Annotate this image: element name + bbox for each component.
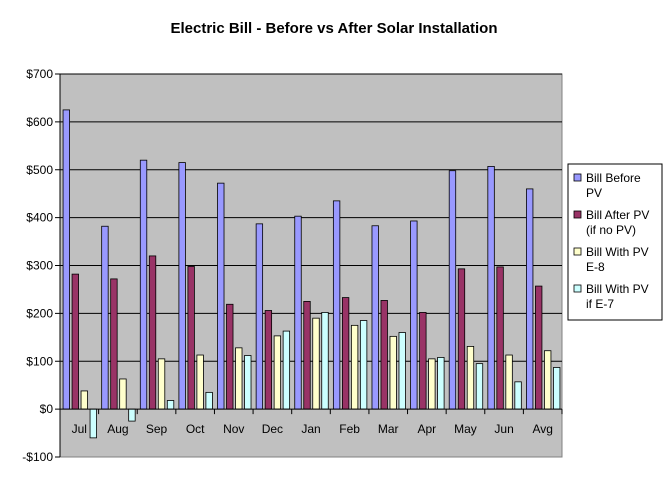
bar-jan-series-1 <box>294 215 302 410</box>
y-tick-label: $400 <box>26 211 53 225</box>
bar-jun-series-2 <box>496 266 504 410</box>
bar-sep-series-1 <box>139 159 148 410</box>
legend-entry: Bill Before PV <box>586 171 641 200</box>
bar-aug-series-4 <box>128 408 136 422</box>
bar-nov-series-2 <box>226 303 234 410</box>
x-tick-label: Mar <box>378 422 399 436</box>
x-tick-label: Nov <box>223 422 244 436</box>
bar-nov-series-3 <box>235 347 243 410</box>
legend-swatch <box>573 173 582 182</box>
legend-swatch <box>573 284 582 293</box>
y-tick-label: $700 <box>26 67 53 81</box>
x-tick-label: Apr <box>418 422 437 436</box>
bar-dec-series-1 <box>255 223 264 410</box>
bar-oct-series-1 <box>178 162 186 410</box>
bar-apr-series-1 <box>410 220 418 410</box>
bar-dec-series-2 <box>264 310 273 410</box>
x-tick-label: Jan <box>301 422 320 436</box>
y-tick-label: $500 <box>26 163 53 177</box>
bar-jan-series-4 <box>321 312 329 410</box>
bar-jul-series-2 <box>71 273 79 410</box>
bar-jan-series-3 <box>312 317 320 410</box>
bar-dec-series-3 <box>273 335 282 410</box>
bar-nov-series-4 <box>244 355 252 410</box>
bar-mar-series-1 <box>371 225 379 410</box>
bar-sep-series-2 <box>148 255 157 410</box>
y-tick-label: $300 <box>26 259 53 273</box>
legend-entry: Bill With PV E-8 <box>586 245 649 274</box>
y-tick-label: $200 <box>26 306 53 320</box>
y-tick-label: $600 <box>26 115 53 129</box>
bar-avg-series-4 <box>553 367 561 410</box>
legend-entry: Bill After PV (if no PV) <box>586 208 649 237</box>
bar-feb-series-1 <box>332 200 341 410</box>
bar-oct-series-2 <box>187 266 195 410</box>
bar-oct-series-3 <box>196 354 204 410</box>
bar-sep-series-4 <box>166 400 175 410</box>
legend-box <box>567 163 663 321</box>
bar-apr-series-4 <box>437 357 445 410</box>
x-tick-label: Feb <box>339 422 360 436</box>
bar-feb-series-3 <box>350 324 359 410</box>
y-tick-label: $100 <box>26 354 53 368</box>
x-tick-label: Aug <box>107 422 128 436</box>
bar-apr-series-3 <box>428 358 436 410</box>
bar-avg-series-2 <box>535 285 543 410</box>
bar-feb-series-4 <box>359 320 368 410</box>
bar-nov-series-1 <box>217 182 225 410</box>
bar-jun-series-1 <box>487 165 495 410</box>
x-tick-label: May <box>454 422 477 436</box>
bar-mar-series-4 <box>398 332 406 410</box>
bar-apr-series-2 <box>419 312 427 410</box>
legend-swatch <box>573 247 582 256</box>
legend: Bill Before PV Bill After PV (if no PV) Bill… <box>567 163 663 321</box>
x-tick-label: Dec <box>262 422 283 436</box>
bar-oct-series-4 <box>205 391 213 410</box>
bar-jul-series-1 <box>62 109 70 410</box>
x-tick-label: Sep <box>146 422 168 436</box>
bar-jan-series-2 <box>303 301 311 410</box>
bar-jun-series-4 <box>514 381 522 410</box>
bar-may-series-3 <box>466 346 475 410</box>
bar-feb-series-2 <box>341 297 350 410</box>
x-tick-label: Oct <box>186 422 205 436</box>
bar-dec-series-4 <box>282 330 291 410</box>
bar-may-series-2 <box>457 268 466 410</box>
chart-title: Electric Bill - Before vs After Solar In… <box>170 20 497 37</box>
x-tick-label: Jul <box>72 422 87 436</box>
y-tick-label: -$100 <box>22 450 53 464</box>
bar-sep-series-3 <box>157 358 166 410</box>
y-tick-label: $0 <box>40 402 54 416</box>
x-tick-label: Jun <box>494 422 513 436</box>
bar-aug-series-1 <box>101 225 109 410</box>
legend-swatch <box>573 210 582 219</box>
bar-avg-series-3 <box>544 350 552 410</box>
bar-mar-series-3 <box>389 335 397 410</box>
bar-avg-series-1 <box>526 188 534 410</box>
x-tick-label: Avg <box>532 422 552 436</box>
bar-aug-series-3 <box>119 378 127 410</box>
bar-may-series-4 <box>475 363 484 410</box>
bar-jun-series-3 <box>505 354 513 410</box>
bar-jul-series-3 <box>80 390 88 410</box>
legend-entry: Bill With PV if E-7 <box>586 282 649 311</box>
plot-area: -$100 $0 $100 $200 $300 $400 $500 $600 $700 Jul Au… <box>22 67 563 464</box>
bar-may-series-1 <box>448 170 457 410</box>
bar-jul-series-4 <box>89 408 97 439</box>
bar-aug-series-2 <box>110 278 118 410</box>
bar-mar-series-2 <box>380 300 388 410</box>
